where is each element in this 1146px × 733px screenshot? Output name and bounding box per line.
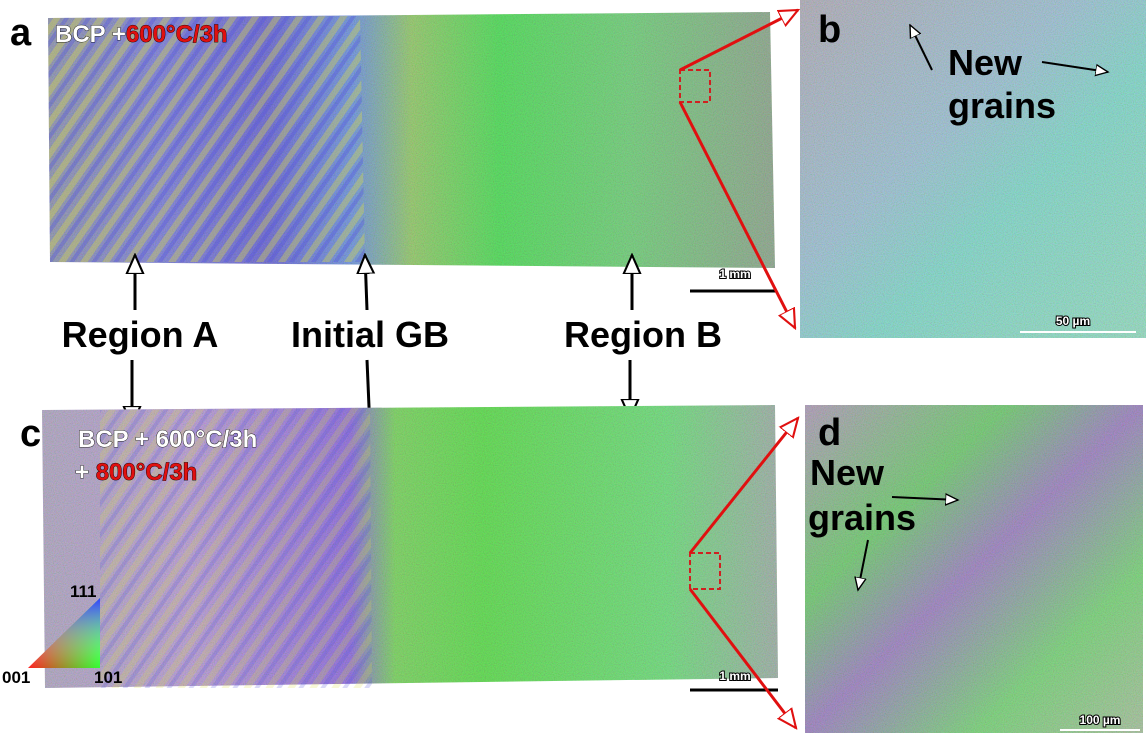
panel-d: d New grains 100 µm bbox=[805, 405, 1143, 733]
caption-part: + bbox=[75, 459, 89, 486]
region-label: Initial GB bbox=[291, 314, 449, 355]
legend-label: 001 bbox=[2, 668, 30, 687]
region-labels: Region A Initial GB Region B bbox=[62, 255, 722, 430]
region-label: Region A bbox=[62, 314, 219, 355]
panel-label: b bbox=[818, 9, 841, 51]
annotation: grains bbox=[808, 497, 916, 538]
panel-label: c bbox=[20, 413, 41, 455]
caption: BCP +600°C/3h bbox=[55, 21, 228, 48]
scale-label: 1 mm bbox=[719, 267, 750, 281]
caption-part: 600°C/3h bbox=[126, 21, 228, 48]
panel-a: a BCP +600°C/3h 1 mm bbox=[10, 12, 776, 291]
panel-c: c BCP + 600°C/3h + 800°C/3h 1 mm bbox=[20, 405, 778, 690]
figure: a BCP +600°C/3h 1 mm b New grains 50 µm … bbox=[0, 0, 1146, 733]
annotation: New bbox=[810, 452, 885, 493]
scale-label: 50 µm bbox=[1056, 314, 1090, 328]
region-label: Region B bbox=[564, 314, 722, 355]
panel-label: d bbox=[818, 412, 841, 454]
legend-label: 101 bbox=[94, 668, 122, 687]
panel-label: a bbox=[10, 12, 32, 54]
caption-part: 800°C/3h bbox=[96, 459, 198, 486]
legend-label: 111 bbox=[70, 582, 97, 601]
annotation: grains bbox=[948, 85, 1056, 126]
caption: BCP + 600°C/3h bbox=[78, 426, 257, 453]
annotation: New bbox=[948, 42, 1023, 83]
panel-b: b New grains 50 µm bbox=[800, 0, 1146, 338]
caption: + 800°C/3h bbox=[75, 459, 197, 486]
caption-part: BCP + bbox=[55, 21, 126, 48]
scale-label: 1 mm bbox=[719, 669, 750, 683]
scale-label: 100 µm bbox=[1080, 713, 1121, 727]
